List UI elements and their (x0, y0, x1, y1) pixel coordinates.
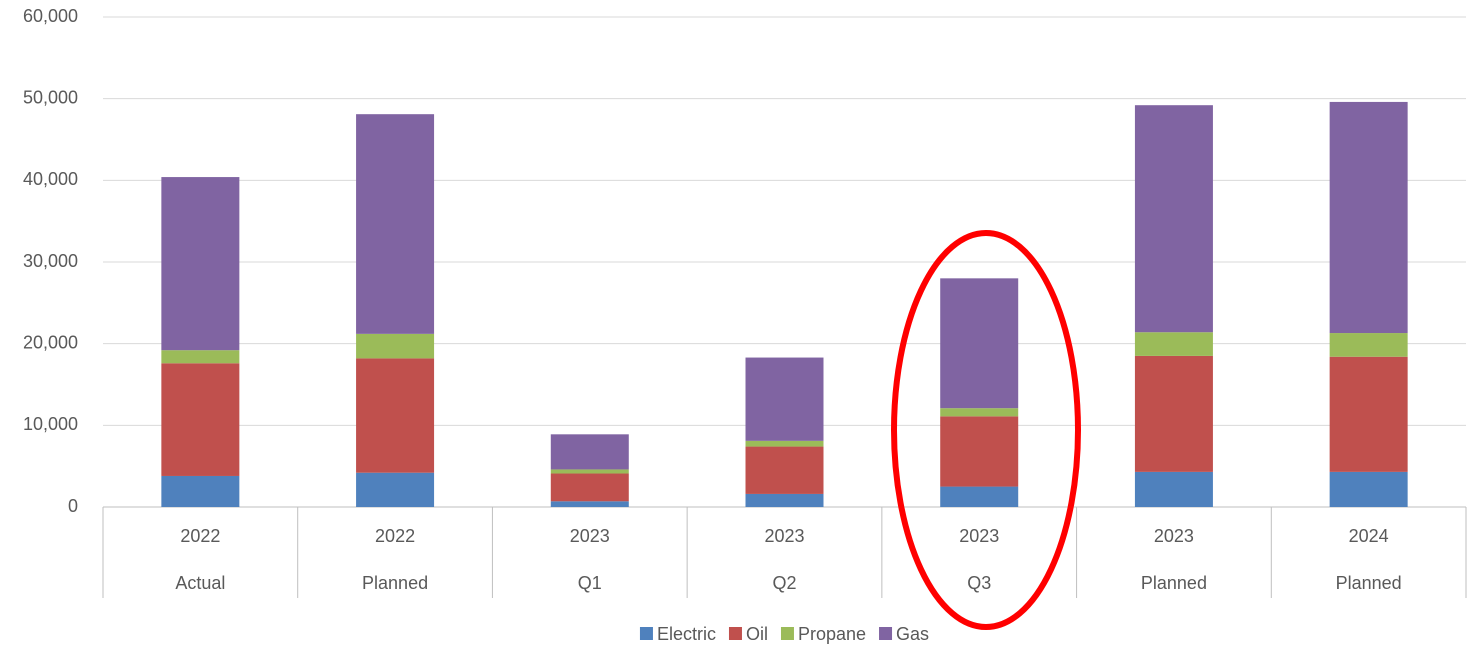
legend-swatch (728, 627, 742, 640)
bar-segment (356, 114, 435, 334)
bar-segment (161, 350, 240, 364)
bar-segment (745, 446, 824, 494)
bar-segment (1329, 333, 1408, 357)
bar-segment (745, 440, 824, 447)
legend-swatch (780, 627, 794, 640)
x-tick-label: 2023 (570, 526, 610, 546)
y-tick-label: 10,000 (23, 414, 78, 434)
bar-segment (161, 177, 240, 351)
bar-segment (940, 416, 1019, 487)
legend-swatch (639, 627, 653, 640)
x-tick-label: 2022 (180, 526, 220, 546)
legend-label: Electric (657, 624, 716, 644)
bar-segment (1329, 471, 1408, 507)
bar-segment (356, 358, 435, 473)
bar-segment (1134, 105, 1213, 333)
bar-segment (1134, 355, 1213, 472)
bar-segment (1329, 356, 1408, 472)
y-tick-label: 40,000 (23, 169, 78, 189)
bar-segment (1329, 101, 1408, 334)
bar-segment (161, 475, 240, 507)
bar-segment (1134, 332, 1213, 356)
bar-segment (161, 363, 240, 476)
x-tick-label: 2023 (959, 526, 999, 546)
legend-label: Gas (896, 624, 929, 644)
x-tick-label: 2023 (764, 526, 804, 546)
y-tick-label: 50,000 (23, 87, 78, 107)
bar-segment (550, 434, 629, 470)
bar-segment (356, 472, 435, 507)
bar-segment (745, 493, 824, 507)
y-tick-label: 60,000 (23, 6, 78, 26)
bar-segment (356, 333, 435, 359)
bar-segment (550, 501, 629, 507)
x-subcategory-label: Q2 (772, 573, 796, 593)
y-tick-label: 30,000 (23, 251, 78, 271)
x-subcategory-label: Q1 (578, 573, 602, 593)
legend-label: Propane (798, 624, 866, 644)
x-subcategory-label: Actual (175, 573, 225, 593)
bar-segment (940, 278, 1019, 409)
y-tick-label: 20,000 (23, 332, 78, 352)
x-tick-label: 2023 (1154, 526, 1194, 546)
y-tick-label: 0 (68, 496, 78, 516)
x-subcategory-label: Q3 (967, 573, 991, 593)
x-subcategory-label: Planned (362, 573, 428, 593)
x-tick-label: 2022 (375, 526, 415, 546)
bar-segment (550, 473, 629, 502)
x-subcategory-label: Planned (1141, 573, 1207, 593)
bar-segment (550, 469, 629, 474)
bar-segment (940, 486, 1019, 507)
bar-segment (1134, 471, 1213, 507)
bar-segment (940, 408, 1019, 417)
legend-swatch (879, 627, 893, 640)
x-subcategory-label: Planned (1336, 573, 1402, 593)
legend-label: Oil (746, 624, 768, 644)
highlight-ellipse (891, 230, 1081, 630)
x-tick-label: 2024 (1349, 526, 1389, 546)
bar-segment (745, 357, 824, 441)
